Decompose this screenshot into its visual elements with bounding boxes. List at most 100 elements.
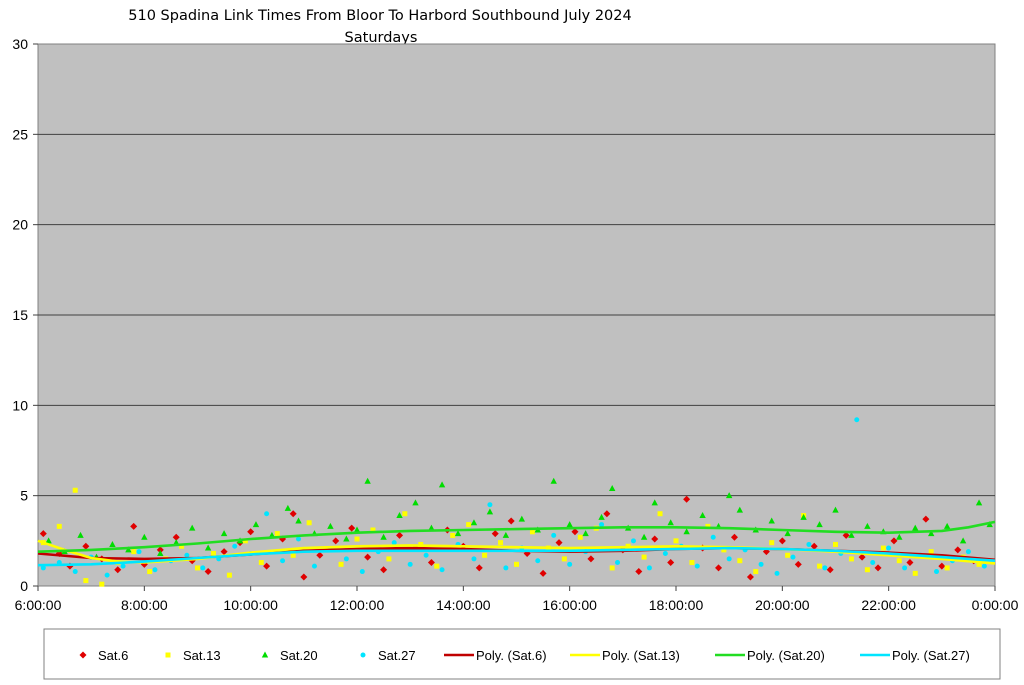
data-point bbox=[131, 549, 137, 555]
data-point bbox=[587, 555, 595, 563]
data-point bbox=[247, 528, 255, 536]
data-point bbox=[635, 568, 643, 576]
data-point bbox=[45, 537, 52, 544]
data-point bbox=[630, 538, 636, 544]
data-point bbox=[204, 544, 212, 551]
data-point bbox=[535, 558, 541, 564]
data-point bbox=[944, 565, 950, 571]
data-point bbox=[641, 554, 647, 560]
data-point bbox=[640, 533, 648, 540]
data-point bbox=[220, 548, 228, 556]
data-point bbox=[539, 569, 547, 577]
data-point bbox=[976, 561, 982, 567]
data-point bbox=[965, 549, 971, 555]
data-point bbox=[40, 565, 46, 571]
data-point bbox=[475, 564, 483, 572]
data-point bbox=[529, 529, 535, 535]
data-point bbox=[651, 499, 658, 506]
x-tick-label: 20:00:00 bbox=[755, 597, 810, 613]
data-point bbox=[810, 542, 818, 550]
x-tick-label: 14:00:00 bbox=[436, 597, 491, 613]
y-tick-label: 10 bbox=[12, 397, 28, 413]
data-point bbox=[210, 550, 216, 556]
legend-swatch bbox=[79, 651, 87, 659]
data-point bbox=[353, 526, 361, 533]
x-axis: 6:00:00 8:00:00 10:00:00 12:00:00 14:00:00 16… bbox=[15, 586, 1019, 613]
data-point bbox=[550, 477, 557, 484]
data-point bbox=[768, 517, 775, 524]
data-point bbox=[396, 531, 404, 539]
data-point bbox=[396, 512, 403, 519]
data-point bbox=[938, 562, 946, 570]
y-tick-label: 0 bbox=[20, 578, 28, 594]
data-point bbox=[567, 561, 573, 567]
data-point bbox=[609, 484, 616, 491]
data-point bbox=[125, 546, 132, 553]
data-point bbox=[577, 534, 583, 540]
data-point bbox=[306, 520, 312, 526]
y-tick-label: 30 bbox=[12, 36, 28, 52]
data-point bbox=[232, 543, 238, 549]
legend-label: Poly. (Sat.13) bbox=[602, 648, 680, 663]
data-point bbox=[551, 532, 557, 538]
data-point bbox=[258, 560, 264, 566]
x-tick-label: 0:00:00 bbox=[972, 597, 1019, 613]
data-point bbox=[561, 556, 567, 562]
data-point bbox=[514, 561, 519, 567]
data-point bbox=[438, 481, 446, 488]
x-tick-label: 16:00:00 bbox=[542, 597, 597, 613]
data-point bbox=[826, 566, 834, 574]
legend-item: Sat.20 bbox=[261, 648, 318, 663]
data-point bbox=[114, 566, 122, 574]
data-point bbox=[954, 546, 962, 554]
data-point bbox=[99, 581, 105, 587]
data-point bbox=[959, 537, 967, 544]
legend-item: Poly. (Sat.27) bbox=[860, 648, 970, 663]
y-axis: 0 5 10 15 20 25 30 bbox=[12, 36, 38, 594]
data-point bbox=[427, 559, 435, 567]
data-point bbox=[518, 515, 526, 522]
chart-title: 510 Spadina Link Times From Bloor To Har… bbox=[128, 8, 632, 24]
data-point bbox=[822, 565, 828, 571]
chart-subtitle: Saturdays bbox=[345, 30, 418, 46]
legend-item: Poly. (Sat.6) bbox=[444, 648, 547, 663]
data-point bbox=[874, 564, 882, 572]
data-point bbox=[220, 530, 228, 537]
data-point bbox=[423, 552, 429, 558]
data-point bbox=[582, 530, 589, 537]
data-point bbox=[725, 492, 733, 499]
data-point bbox=[204, 568, 212, 576]
legend-label: Poly. (Sat.27) bbox=[892, 648, 970, 663]
legend-label: Sat.20 bbox=[280, 648, 318, 663]
data-point bbox=[928, 549, 934, 555]
data-point bbox=[491, 530, 499, 538]
data-point bbox=[934, 569, 940, 575]
data-point bbox=[774, 570, 780, 576]
data-point bbox=[72, 487, 78, 493]
data-point bbox=[290, 552, 296, 558]
data-point bbox=[428, 524, 435, 531]
data-point bbox=[364, 477, 371, 484]
data-point bbox=[487, 502, 493, 508]
legend-label: Sat.6 bbox=[98, 648, 128, 663]
data-point bbox=[454, 530, 462, 537]
data-point bbox=[730, 533, 738, 541]
data-point bbox=[104, 572, 110, 578]
data-point bbox=[651, 535, 659, 543]
y-tick-label: 20 bbox=[12, 217, 28, 233]
data-point bbox=[912, 524, 919, 531]
legend-item: Sat.6 bbox=[79, 648, 128, 663]
data-point bbox=[662, 550, 668, 556]
data-point bbox=[689, 560, 695, 566]
data-point bbox=[566, 521, 573, 528]
data-point bbox=[184, 552, 190, 558]
data-point bbox=[434, 563, 440, 569]
data-point bbox=[694, 563, 700, 569]
data-point bbox=[300, 573, 308, 581]
data-point bbox=[864, 567, 870, 573]
legend-label: Sat.13 bbox=[183, 648, 221, 663]
data-point bbox=[439, 567, 445, 573]
legend-label: Poly. (Sat.20) bbox=[747, 648, 825, 663]
data-point bbox=[896, 533, 903, 540]
x-tick-label: 12:00:00 bbox=[330, 597, 385, 613]
